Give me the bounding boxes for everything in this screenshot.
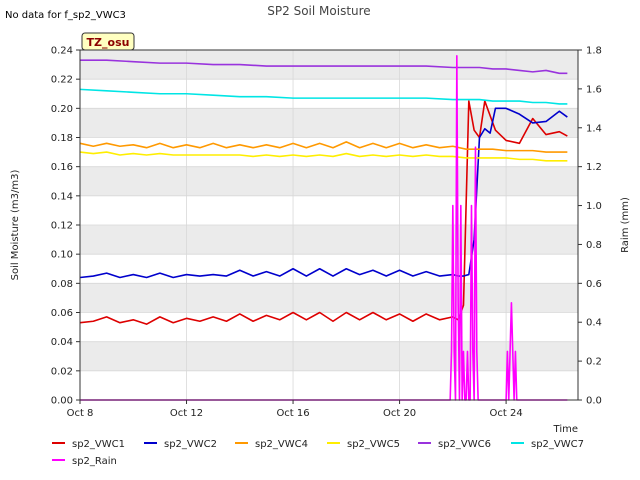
grid-band bbox=[80, 108, 578, 138]
y-tick-label: 0.06 bbox=[51, 308, 73, 319]
series-line-sp2_VWC2 bbox=[79, 107, 568, 279]
x-axis-ticks: Oct 8 Oct 12 Oct 16 Oct 20 Oct 24 bbox=[67, 400, 523, 419]
y2-tick-label: 1.0 bbox=[586, 201, 602, 212]
y-tick-label: 0.04 bbox=[51, 337, 73, 348]
series-line-sp2_VWC1 bbox=[79, 100, 568, 325]
y-axis-title: Soil Moisture (m3/m3) bbox=[10, 170, 21, 281]
legend: sp2_VWC1 sp2_VWC2 sp2_VWC4 sp2_VWC5 sp2_VWC6… bbox=[52, 439, 584, 467]
y2-tick-label: 0.4 bbox=[586, 318, 602, 329]
y2-tick-label: 0.0 bbox=[586, 396, 602, 407]
y2-tick-label: 0.8 bbox=[586, 240, 602, 251]
y-tick-label: 0.02 bbox=[51, 366, 73, 377]
no-data-note: No data for f_sp2_VWC3 bbox=[5, 10, 126, 21]
y-tick-label: 0.24 bbox=[51, 46, 73, 57]
x-tick-label: Oct 24 bbox=[489, 408, 522, 419]
y-tick-label: 0.20 bbox=[51, 104, 73, 115]
x-tick-label: Oct 12 bbox=[170, 408, 203, 419]
site-badge-label: TZ_osu bbox=[87, 36, 130, 49]
y-tick-label: 0.22 bbox=[51, 75, 73, 86]
y-tick-label: 0.14 bbox=[51, 191, 73, 202]
y-tick-label: 0.08 bbox=[51, 279, 73, 290]
legend-label-sp2_Rain: sp2_Rain bbox=[72, 456, 117, 467]
y2-tick-label: 1.8 bbox=[586, 46, 602, 57]
legend-label-sp2_VWC4: sp2_VWC4 bbox=[255, 439, 308, 450]
legend-label-sp2_VWC5: sp2_VWC5 bbox=[347, 439, 400, 450]
series-line-sp2_VWC4 bbox=[79, 141, 568, 153]
y2-tick-label: 1.2 bbox=[586, 162, 602, 173]
series-line-sp2_VWC6 bbox=[80, 59, 568, 75]
series-line-sp2_VWC7 bbox=[79, 88, 568, 105]
series-line-sp2_VWC5 bbox=[79, 151, 568, 162]
plot-background bbox=[79, 49, 578, 401]
y2-axis-title: Raim (mm) bbox=[620, 197, 631, 253]
x-axis-title: Time bbox=[553, 424, 578, 435]
grid-band bbox=[80, 341, 578, 371]
grid-band bbox=[80, 283, 578, 313]
y-tick-label: 0.10 bbox=[51, 250, 73, 261]
y-tick-label: 0.18 bbox=[51, 133, 73, 144]
y2-tick-label: 1.6 bbox=[586, 84, 602, 95]
y2-tick-label: 0.2 bbox=[586, 357, 602, 368]
left-axis-ticks: 0.00 0.02 0.04 0.06 0.08 0.10 0.12 0.14 0.16 0.18… bbox=[51, 46, 80, 407]
x-tick-label: Oct 16 bbox=[276, 408, 309, 419]
grid-band bbox=[80, 225, 578, 255]
y-tick-label: 0.16 bbox=[51, 162, 73, 173]
legend-label-sp2_VWC6: sp2_VWC6 bbox=[438, 439, 491, 450]
legend-label-sp2_VWC7: sp2_VWC7 bbox=[531, 439, 584, 450]
legend-label-sp2_VWC2: sp2_VWC2 bbox=[164, 439, 217, 450]
right-axis-ticks: 0.0 0.2 0.4 0.6 0.8 1.0 1.2 1.4 1.6 1.8 bbox=[578, 46, 602, 407]
grid-band bbox=[80, 166, 578, 196]
x-tick-label: Oct 20 bbox=[383, 408, 416, 419]
y-tick-label: 0.12 bbox=[51, 221, 73, 232]
x-tick-label: Oct 8 bbox=[67, 408, 94, 419]
grid-band bbox=[80, 50, 578, 80]
y2-tick-label: 0.6 bbox=[586, 279, 602, 290]
y-tick-label: 0.00 bbox=[51, 396, 73, 407]
y2-tick-label: 1.4 bbox=[586, 123, 602, 134]
legend-label-sp2_VWC1: sp2_VWC1 bbox=[72, 439, 125, 450]
site-badge: TZ_osu bbox=[81, 32, 135, 51]
chart-title: SP2 Soil Moisture bbox=[267, 4, 370, 18]
